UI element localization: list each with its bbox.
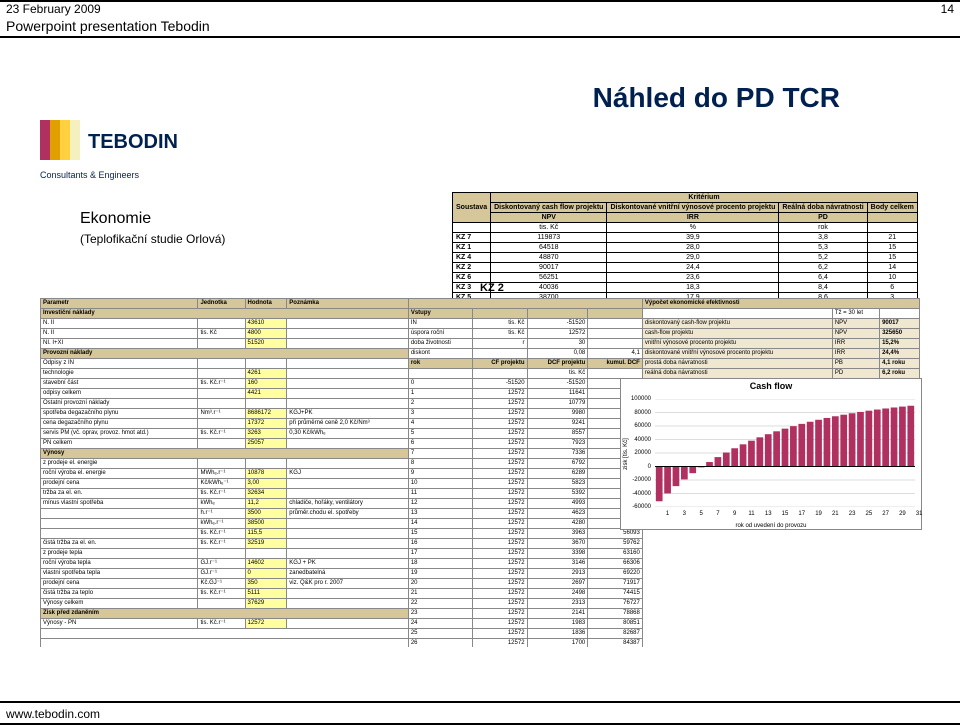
chart-title: Cash flow <box>621 381 921 391</box>
economy-subtitle: (Teplofikační studie Orlová) <box>80 232 225 246</box>
criterion-table: SoustavaKritériumDiskontovaný cash flow … <box>452 192 918 303</box>
tebodin-logo: TEBODIN <box>40 120 200 170</box>
cashflow-chart: Cash flow -60000-40000-20000020000400006… <box>620 378 922 530</box>
chart-x-title: rok od uvedení do provozu <box>621 523 921 529</box>
logo-tagline: Consultants & Engineers <box>40 170 139 180</box>
section-label: KZ 2 <box>480 282 504 294</box>
page-number: 14 <box>941 2 954 16</box>
header-date: 23 February 2009 <box>6 2 101 16</box>
economy-title: Ekonomie <box>80 210 151 228</box>
header-title: Powerpoint presentation Tebodin <box>6 18 210 34</box>
svg-text:TEBODIN: TEBODIN <box>88 131 178 153</box>
footer-url: www.tebodin.com <box>6 707 100 721</box>
chart-y-title: zisk [tis. Kč] <box>623 438 629 470</box>
slide-title: Náhled do PD TCR <box>593 82 840 114</box>
